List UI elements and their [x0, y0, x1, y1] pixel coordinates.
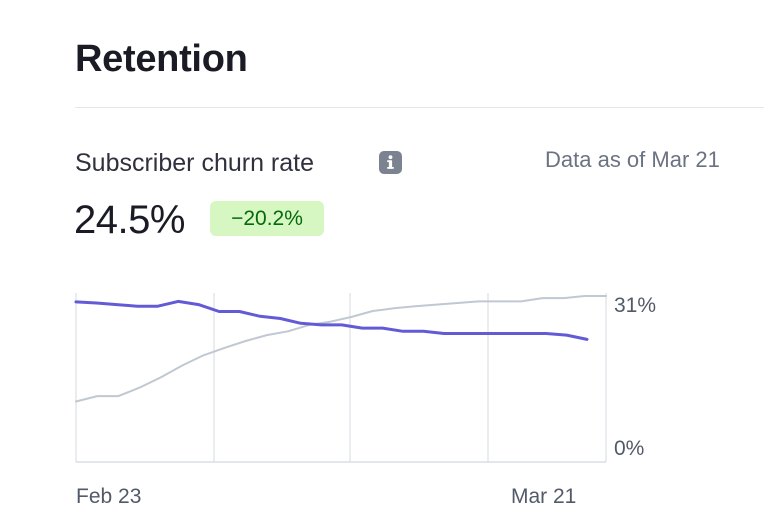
metric-value: 24.5%	[74, 198, 185, 242]
y-tick-label-min: 0%	[614, 437, 644, 460]
data-as-of-label: Data as of Mar 21	[545, 147, 720, 172]
y-tick-label-max: 31%	[614, 294, 656, 317]
page-title: Retention	[75, 38, 248, 80]
x-tick-label-end: Mar 21	[511, 485, 576, 508]
series-comparison-line	[75, 295, 607, 403]
info-icon[interactable]	[379, 151, 402, 174]
x-tick-label-start: Feb 23	[76, 485, 141, 508]
section-divider	[75, 107, 764, 108]
metric-label: Subscriber churn rate	[75, 149, 315, 177]
series-current-line	[74, 299, 589, 341]
change-badge: −20.2%	[210, 201, 324, 236]
grid	[75, 293, 607, 463]
